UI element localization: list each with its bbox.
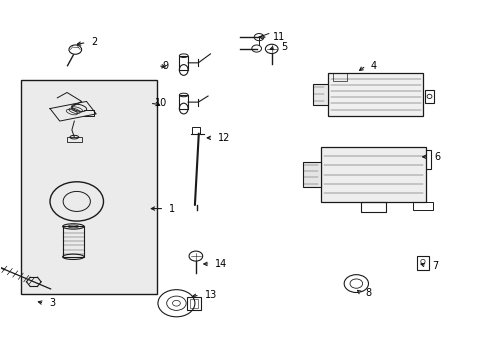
Bar [321,147,425,202]
Text: 6: 6 [433,152,439,162]
Bar [192,127,200,134]
Text: 7: 7 [431,261,437,271]
Text: 4: 4 [370,61,376,71]
Bar [416,256,428,270]
Bar [302,162,321,187]
Text: 9: 9 [163,61,168,71]
Text: 10: 10 [154,98,166,108]
Bar [424,90,433,103]
Text: 8: 8 [365,288,370,297]
Bar [332,73,346,81]
Text: 11: 11 [272,32,285,42]
Bar [361,202,385,212]
Text: 14: 14 [215,259,227,269]
Bar [328,73,422,116]
Text: 3: 3 [49,298,55,308]
Bar [413,202,432,210]
Text: 5: 5 [281,42,286,52]
Bar [21,80,157,294]
Bar [179,56,188,70]
Bar [416,150,430,169]
Bar [187,297,201,310]
Bar [190,299,198,307]
Text: 1: 1 [169,203,175,213]
Text: 12: 12 [217,133,230,143]
Bar [179,95,188,109]
Bar [67,137,81,143]
Bar [312,84,328,105]
Text: 2: 2 [91,37,98,48]
Text: 13: 13 [204,290,217,300]
